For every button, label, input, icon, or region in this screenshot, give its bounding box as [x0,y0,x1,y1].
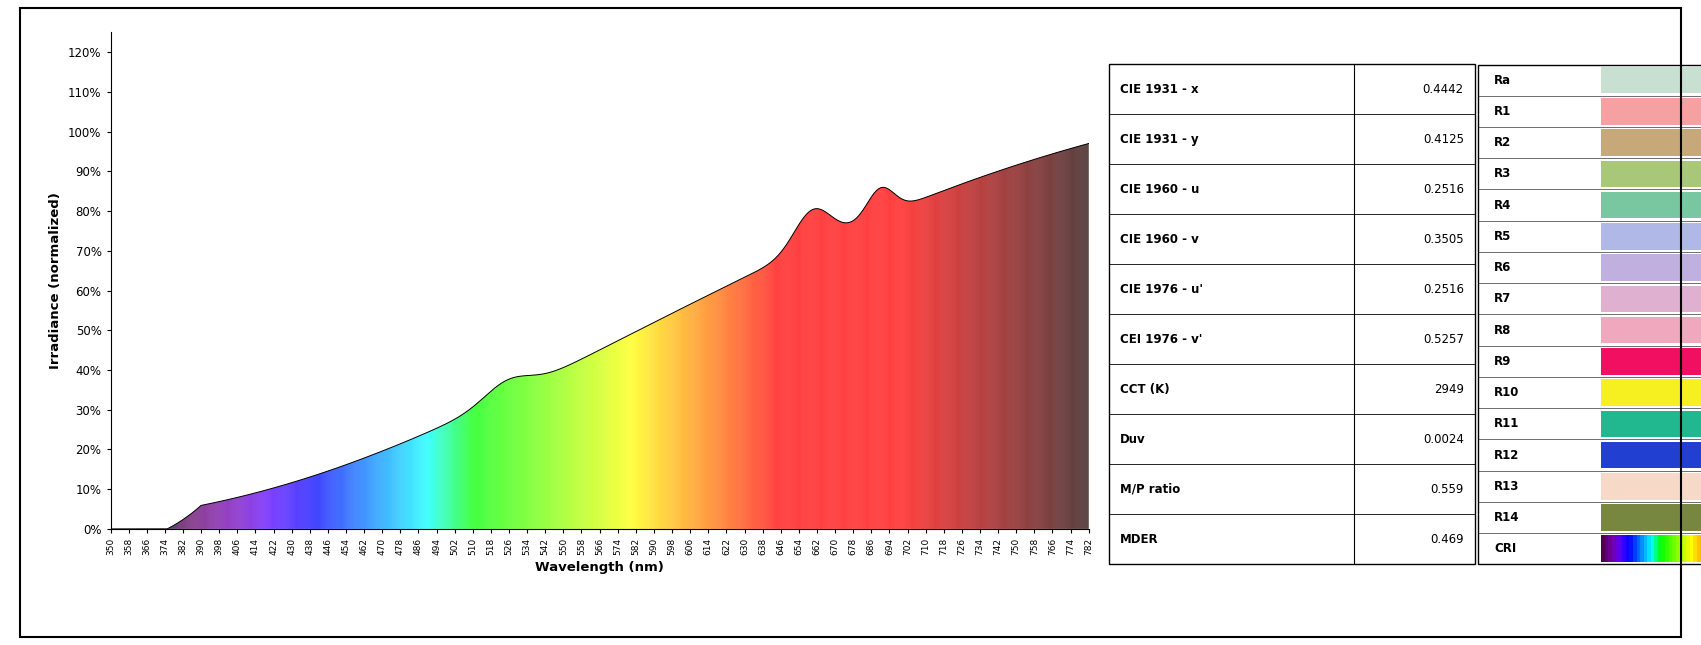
Bar [1694,535,1698,562]
Bar [1601,223,1701,250]
Text: R1: R1 [1493,105,1512,118]
Text: CRI: CRI [1493,542,1517,555]
Text: 0.4442: 0.4442 [1422,83,1465,96]
Text: 0.469: 0.469 [1431,533,1465,546]
Text: 0.559: 0.559 [1431,483,1465,496]
Bar [1675,535,1681,562]
Text: M/P ratio: M/P ratio [1119,483,1180,496]
Bar [1601,504,1701,531]
Bar [1679,535,1684,562]
Bar [1633,535,1636,562]
Text: CCT (K): CCT (K) [1119,383,1170,396]
Text: R8: R8 [1493,324,1512,337]
Bar [1607,535,1613,562]
Bar [1601,535,1606,562]
Text: 0.2516: 0.2516 [1422,283,1465,296]
Bar [1616,535,1619,562]
Bar [1662,535,1665,562]
Bar [1601,67,1701,94]
Text: 2949: 2949 [1434,383,1465,396]
Bar [1601,317,1701,343]
Bar [1601,192,1701,219]
Bar [1658,535,1662,562]
Text: R10: R10 [1493,386,1519,399]
Text: 0.0024: 0.0024 [1424,433,1465,446]
Bar [1601,286,1701,312]
Text: CIE 1960 - v: CIE 1960 - v [1119,233,1199,246]
Bar [1630,535,1633,562]
Text: R5: R5 [1493,230,1512,243]
Bar [1601,348,1701,375]
Bar [1601,98,1701,124]
Bar [1698,535,1701,562]
Text: R13: R13 [1493,480,1519,493]
Text: R11: R11 [1493,417,1519,430]
Text: R6: R6 [1493,261,1512,274]
Bar [1601,473,1701,499]
Bar [1601,442,1701,468]
Bar [1647,535,1652,562]
Text: MDER: MDER [1119,533,1158,546]
Bar [1686,535,1691,562]
Bar [1601,161,1701,187]
Bar [1611,535,1616,562]
Text: R7: R7 [1493,292,1512,305]
Y-axis label: Irradiance (normalized): Irradiance (normalized) [49,192,63,369]
Text: 0.3505: 0.3505 [1424,233,1465,246]
Text: 0.4125: 0.4125 [1422,133,1465,146]
Bar [1601,410,1701,437]
Bar [1665,535,1669,562]
X-axis label: Wavelength (nm): Wavelength (nm) [536,561,663,574]
Bar [1619,535,1623,562]
Text: CIE 1931 - y: CIE 1931 - y [1119,133,1199,146]
Bar [1669,535,1672,562]
Text: 0.2516: 0.2516 [1422,183,1465,196]
Text: CIE 1960 - u: CIE 1960 - u [1119,183,1199,196]
Text: R9: R9 [1493,355,1512,368]
Text: R2: R2 [1493,136,1512,149]
Bar [1650,535,1655,562]
Text: 0.5257: 0.5257 [1424,333,1465,346]
Bar [1682,535,1687,562]
Bar [1636,535,1641,562]
Text: CEI 1976 - v': CEI 1976 - v' [1119,333,1203,346]
Text: R3: R3 [1493,167,1512,181]
Text: R14: R14 [1493,511,1519,524]
Text: R12: R12 [1493,448,1519,462]
Bar [1655,535,1658,562]
Bar [1672,535,1675,562]
Bar [1604,535,1609,562]
Bar [1601,254,1701,281]
Bar [1640,535,1645,562]
Text: Duv: Duv [1119,433,1146,446]
Bar [1623,535,1626,562]
Text: R4: R4 [1493,199,1512,212]
Bar [1601,379,1701,406]
Bar [1689,535,1694,562]
Text: Ra: Ra [1493,74,1512,86]
Bar [1643,535,1648,562]
Text: CIE 1976 - u': CIE 1976 - u' [1119,283,1203,296]
Bar [1601,130,1701,156]
Bar [1626,535,1630,562]
Text: CIE 1931 - x: CIE 1931 - x [1119,83,1199,96]
